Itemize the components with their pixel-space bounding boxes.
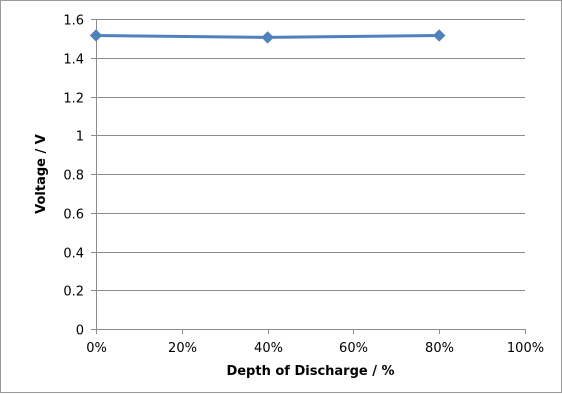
data-point-marker — [261, 31, 274, 44]
x-tick-label: 0% — [86, 341, 107, 356]
x-tick-label: 20% — [168, 341, 197, 356]
axes — [91, 19, 526, 334]
x-tick-label: 40% — [254, 341, 283, 356]
y-tick-label: 1.4 — [63, 53, 84, 68]
x-tick-label: 60% — [339, 341, 368, 356]
y-tick-labels: 0 0.2 0.4 0.6 0.8 1 1.2 1.4 1.6 — [63, 14, 84, 339]
gridlines — [96, 19, 525, 291]
data-point-marker — [432, 29, 446, 42]
y-axis-title: Voltage / V — [34, 134, 49, 214]
y-tick-label: 1.2 — [63, 92, 84, 107]
y-tick-label: 0 — [76, 324, 84, 339]
x-tick-labels: 0% 20% 40% 60% 80% 100% — [86, 341, 544, 356]
x-axis-title: Depth of Discharge / % — [226, 364, 394, 379]
y-tick-label: 0.6 — [63, 208, 84, 223]
y-tick-label: 0.2 — [63, 285, 84, 300]
y-tick-label: 0.8 — [63, 169, 84, 184]
series-layer — [89, 29, 446, 44]
y-tick-label: 1.6 — [63, 14, 84, 29]
y-tick-label: 1 — [76, 130, 84, 145]
y-tick-label: 0.4 — [63, 247, 84, 262]
data-point-marker — [89, 29, 103, 42]
x-tick-label: 80% — [425, 341, 454, 356]
x-tick-label: 100% — [507, 341, 544, 356]
